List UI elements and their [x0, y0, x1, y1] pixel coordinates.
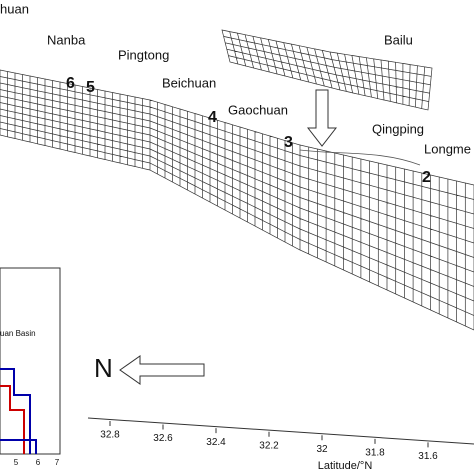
fault-label: Longme	[424, 141, 471, 156]
segment-number: 6	[66, 75, 75, 92]
latitude-axis	[87, 417, 474, 445]
axis-tick-label: 31.6	[418, 451, 438, 462]
trace-line	[299, 149, 421, 166]
title-fragment: huan	[0, 1, 29, 16]
inset-blue-line	[0, 439, 37, 454]
axis-tick-label: 32.8	[100, 430, 120, 441]
fault-label: Bailu	[384, 32, 413, 47]
axis-label: Latitude/°N	[318, 460, 373, 472]
inset-tick: 6	[36, 458, 41, 467]
axis-tick-label: 32.4	[206, 437, 226, 448]
axis-tick-label: 32	[316, 444, 328, 455]
inset-red-line	[0, 385, 25, 454]
north-label: N	[94, 353, 113, 383]
inset-label: uan Basin	[0, 329, 36, 338]
axis-tick-label: 31.8	[365, 447, 385, 458]
segment-number: 4	[208, 109, 217, 126]
fault-label: Qingping	[372, 121, 424, 136]
axis-tick-label: 32.2	[259, 440, 279, 451]
fault-mesh	[0, 29, 474, 331]
axis-ticks: 32.8 32.6 32.4 32.2 32 31.8 31.6	[100, 420, 438, 462]
segment-number: 2	[422, 169, 431, 186]
mesh-strip	[221, 29, 433, 111]
segment-number: 5	[86, 79, 95, 96]
fault-label: Nanba	[47, 32, 86, 47]
mesh-strip	[0, 69, 474, 331]
inset-tick: 5	[14, 458, 19, 467]
fault-label: Gaochuan	[228, 102, 288, 117]
inset: uan Basin 5 6 7	[0, 267, 61, 467]
down-arrow	[306, 89, 338, 147]
axis-tick-label: 32.6	[153, 433, 173, 444]
fault-label: Beichuan	[162, 75, 216, 90]
inset-blue-line	[0, 368, 31, 454]
north-arrow	[119, 355, 205, 385]
fault-label: Pingtong	[118, 47, 169, 62]
inset-tick: 7	[55, 458, 60, 467]
segment-number: 3	[284, 134, 293, 151]
